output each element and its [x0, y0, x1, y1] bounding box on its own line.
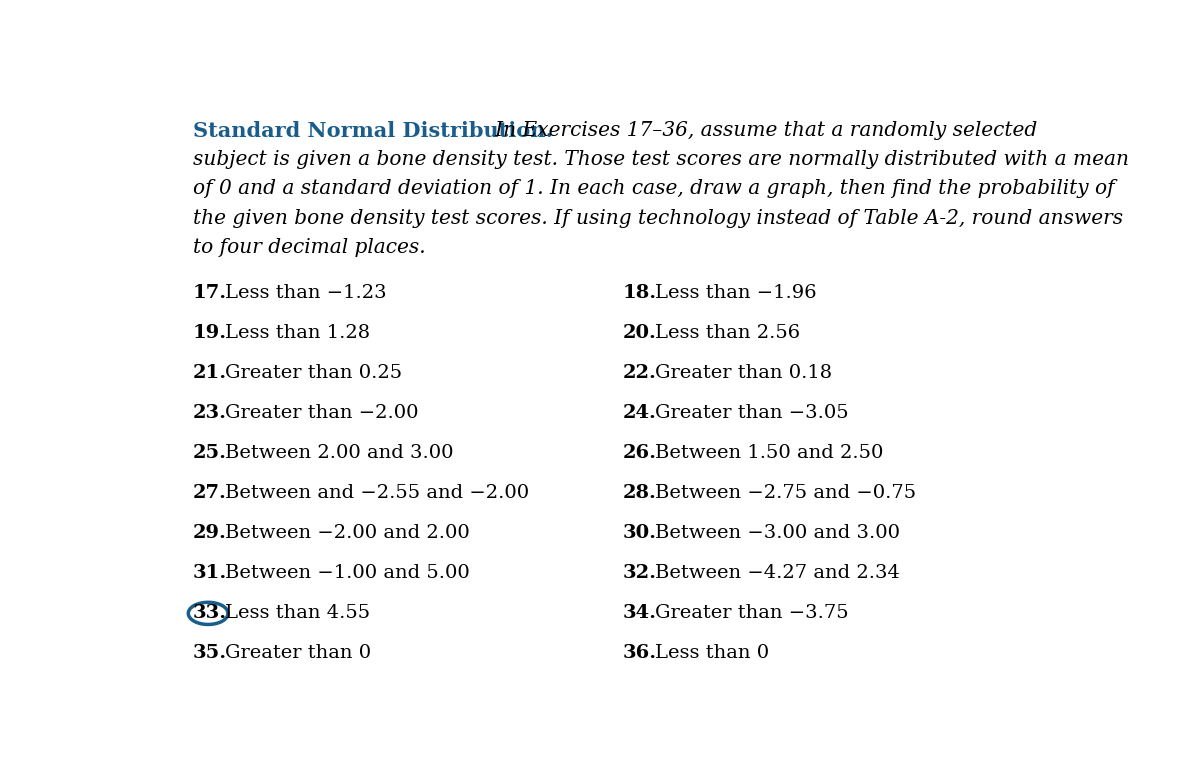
Text: Between −4.27 and 2.34: Between −4.27 and 2.34 [655, 565, 900, 582]
Text: subject is given a bone density test. Those test scores are normally distributed: subject is given a bone density test. Th… [193, 150, 1129, 169]
Text: Between 2.00 and 3.00: Between 2.00 and 3.00 [226, 444, 454, 462]
Text: 35.: 35. [193, 645, 227, 662]
Text: 22.: 22. [623, 364, 656, 382]
Text: In Exercises 17–36, assume that a randomly selected: In Exercises 17–36, assume that a random… [476, 121, 1038, 140]
Text: the given bone density test scores. If using technology instead of Table A-2, ro: the given bone density test scores. If u… [193, 208, 1123, 227]
Text: Less than 0: Less than 0 [655, 645, 769, 662]
Text: 33.: 33. [193, 604, 227, 623]
Text: 30.: 30. [623, 524, 656, 542]
Text: 25.: 25. [193, 444, 227, 462]
Text: Between −2.75 and −0.75: Between −2.75 and −0.75 [655, 485, 917, 502]
Text: 24.: 24. [623, 404, 656, 422]
Text: Between −2.00 and 2.00: Between −2.00 and 2.00 [226, 524, 470, 542]
Text: 17.: 17. [193, 284, 227, 302]
Text: 27.: 27. [193, 485, 227, 502]
Text: 28.: 28. [623, 485, 656, 502]
Text: 29.: 29. [193, 524, 227, 542]
Text: Greater than 0.18: Greater than 0.18 [655, 364, 833, 382]
Text: Less than −1.23: Less than −1.23 [226, 284, 386, 302]
Text: Greater than −3.05: Greater than −3.05 [655, 404, 848, 422]
Text: 23.: 23. [193, 404, 227, 422]
Text: Between −3.00 and 3.00: Between −3.00 and 3.00 [655, 524, 900, 542]
Text: Less than 4.55: Less than 4.55 [226, 604, 371, 623]
Text: Less than −1.96: Less than −1.96 [655, 284, 817, 302]
Text: 31.: 31. [193, 565, 227, 582]
Text: 34.: 34. [623, 604, 656, 623]
Text: 20.: 20. [623, 324, 656, 342]
Text: Standard Normal Distribution.: Standard Normal Distribution. [193, 121, 552, 141]
Text: Less than 2.56: Less than 2.56 [655, 324, 800, 342]
Text: Greater than −2.00: Greater than −2.00 [226, 404, 419, 422]
Text: 19.: 19. [193, 324, 227, 342]
Text: Greater than −3.75: Greater than −3.75 [655, 604, 848, 623]
Text: 21.: 21. [193, 364, 227, 382]
Text: 32.: 32. [623, 565, 656, 582]
Text: 26.: 26. [623, 444, 656, 462]
Text: Between −1.00 and 5.00: Between −1.00 and 5.00 [226, 565, 470, 582]
Text: 18.: 18. [623, 284, 656, 302]
Text: Less than 1.28: Less than 1.28 [226, 324, 371, 342]
Text: Between and −2.55 and −2.00: Between and −2.55 and −2.00 [226, 485, 529, 502]
Text: to four decimal places.: to four decimal places. [193, 238, 425, 257]
Text: 36.: 36. [623, 645, 656, 662]
Text: of 0 and a standard deviation of 1. In each case, draw a graph, then find the pr: of 0 and a standard deviation of 1. In e… [193, 179, 1115, 198]
Text: Between 1.50 and 2.50: Between 1.50 and 2.50 [655, 444, 883, 462]
Text: Greater than 0: Greater than 0 [226, 645, 371, 662]
Text: Greater than 0.25: Greater than 0.25 [226, 364, 402, 382]
